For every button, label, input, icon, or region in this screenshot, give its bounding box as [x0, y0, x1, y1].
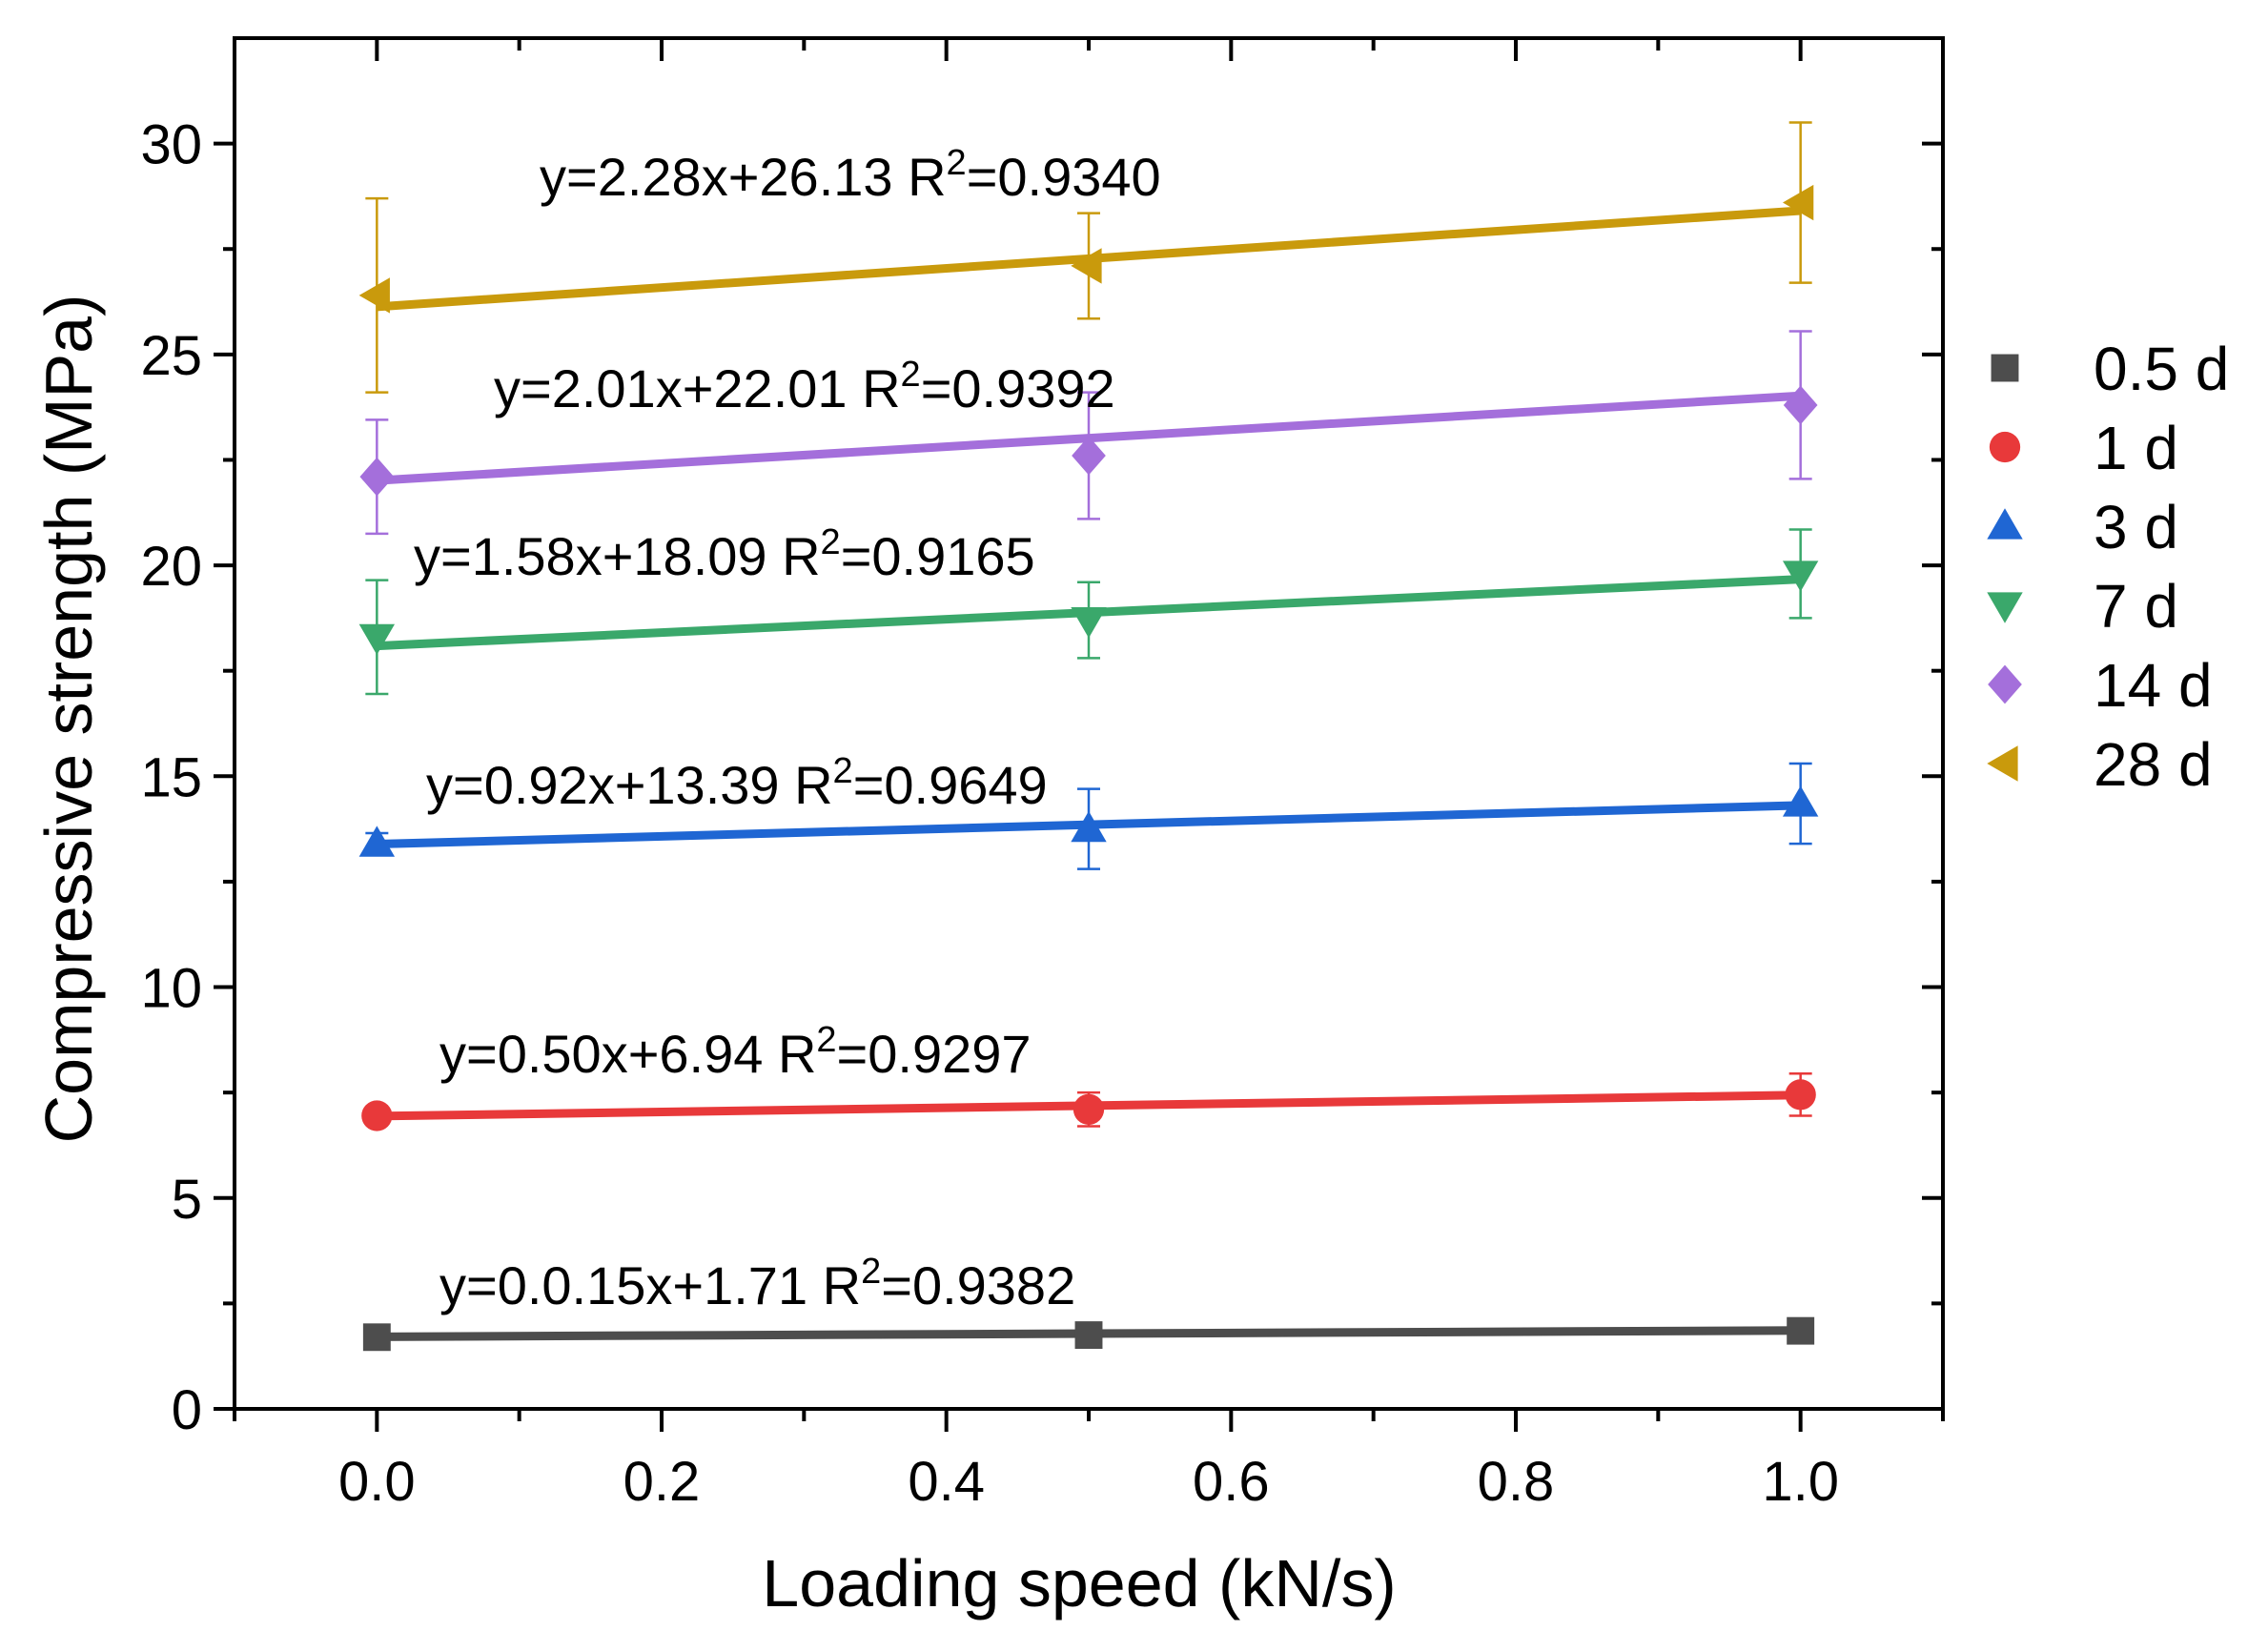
- regression-equation: y=2.01x+22.01 R2=0.9392: [494, 355, 1115, 418]
- x-axis-title: Loading speed (kN/s): [762, 1546, 1396, 1620]
- data-point: [358, 826, 396, 857]
- equation-r2: =0.9297: [837, 1024, 1032, 1084]
- legend-item: 14 d: [1988, 651, 2213, 720]
- data-point: [1073, 1093, 1105, 1126]
- y-axis-title: Compressive strength (MPa): [31, 295, 106, 1144]
- equation-main: y=2.01x+22.01 R: [494, 358, 901, 418]
- regression-equation: y=2.28x+26.13 R2=0.9340: [540, 143, 1161, 207]
- legend: 0.5 d 1 d 3 d 7 d 14 d 28 d: [1987, 335, 2229, 799]
- legend-label: 1 d: [2094, 414, 2178, 482]
- data-point: [1074, 1321, 1103, 1350]
- legend-item: 0.5 d: [1991, 335, 2229, 403]
- equation-superscript: 2: [833, 751, 853, 791]
- equation-superscript: 2: [901, 355, 921, 395]
- data-point: [1071, 606, 1107, 639]
- equation-main: y=0.50x+6.94 R: [439, 1024, 816, 1084]
- equation-superscript: 2: [816, 1020, 836, 1060]
- equation-r2: =0.9382: [881, 1255, 1075, 1315]
- data-point: [358, 623, 396, 655]
- data-point: [1071, 810, 1107, 843]
- data-point: [1782, 184, 1814, 221]
- series-1d: [361, 1071, 1816, 1131]
- x-tick-label: 0.2: [623, 1451, 701, 1513]
- equation-superscript: 2: [947, 143, 967, 183]
- legend-label: 7 d: [2094, 572, 2178, 641]
- regression-equation: y=0.92x+13.39 R2=0.9649: [426, 751, 1048, 815]
- legend-marker: [1987, 592, 2023, 623]
- legend-marker: [1989, 431, 2021, 463]
- regression-equation: y=0.50x+6.94 R2=0.9297: [439, 1020, 1032, 1084]
- legend-marker: [1988, 664, 2022, 704]
- y-axis: 0 5 10 15 20 25 30: [140, 114, 1943, 1441]
- series-28d: [358, 121, 1814, 394]
- data-point: [1787, 1316, 1815, 1345]
- equation-superscript: 2: [821, 522, 841, 562]
- series-3d: [358, 762, 1819, 870]
- legend-item: 3 d: [1987, 493, 2178, 561]
- equation-main: y=0.92x+13.39 R: [426, 755, 833, 815]
- legend-marker: [1991, 354, 2019, 382]
- x-tick-label: 0.0: [338, 1451, 416, 1513]
- equation-main: y=1.58x+18.09 R: [414, 526, 821, 586]
- x-tick-label: 0.8: [1478, 1451, 1555, 1513]
- regression-equation: y=1.58x+18.09 R2=0.9165: [414, 522, 1035, 586]
- y-tick-label: 15: [140, 746, 202, 808]
- y-tick-label: 10: [140, 958, 202, 1020]
- legend-label: 14 d: [2094, 651, 2213, 720]
- y-tick-label: 30: [140, 114, 202, 176]
- equation-r2: =0.9165: [841, 526, 1035, 586]
- legend-item: 7 d: [1987, 572, 2178, 641]
- regression-equation: y=0.0.15x+1.71 R2=0.9382: [439, 1252, 1075, 1315]
- data-point: [1072, 436, 1106, 476]
- series-0_5d: [362, 1316, 1815, 1352]
- series-14d: [359, 330, 1818, 536]
- data-point: [362, 1323, 391, 1352]
- legend-item: 28 d: [1987, 730, 2213, 799]
- x-tick-label: 1.0: [1762, 1451, 1839, 1513]
- y-tick-label: 5: [172, 1169, 202, 1231]
- data-point: [359, 457, 395, 497]
- legend-label: 3 d: [2094, 493, 2178, 561]
- legend-marker: [1987, 745, 2018, 782]
- legend-label: 0.5 d: [2094, 335, 2229, 403]
- legend-marker: [1987, 508, 2023, 540]
- y-tick-label: 20: [140, 536, 202, 598]
- legend-item: 1 d: [1989, 414, 2178, 482]
- equation-superscript: 2: [861, 1252, 881, 1292]
- equation-main: y=0.0.15x+1.71 R: [439, 1255, 861, 1315]
- data-point: [358, 277, 390, 314]
- equation-r2: =0.9340: [967, 147, 1161, 207]
- data-point: [1785, 1079, 1816, 1111]
- y-tick-label: 25: [140, 325, 202, 387]
- equation-r2: =0.9649: [853, 755, 1048, 815]
- x-axis: 0.0 0.2 0.4 0.6 0.8 1.0: [233, 38, 1945, 1513]
- data-point: [361, 1100, 393, 1131]
- data-point: [1782, 561, 1819, 592]
- equation-r2: =0.9392: [921, 358, 1115, 418]
- legend-label: 28 d: [2094, 730, 2213, 799]
- series-7d: [358, 528, 1819, 696]
- data-point: [1783, 385, 1818, 425]
- data-point: [1782, 785, 1819, 817]
- equation-main: y=2.28x+26.13 R: [540, 147, 947, 207]
- data-point: [1071, 248, 1102, 284]
- series-layer: [358, 121, 1819, 1352]
- y-tick-label: 0: [172, 1379, 202, 1441]
- x-tick-label: 0.6: [1193, 1451, 1270, 1513]
- x-tick-label: 0.4: [908, 1451, 985, 1513]
